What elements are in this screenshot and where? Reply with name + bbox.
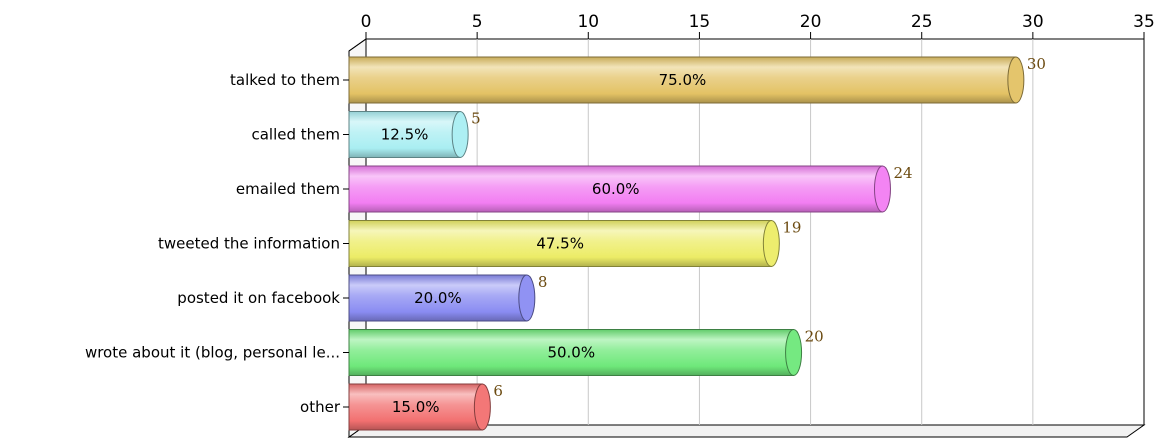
- category-label: posted it on facebook: [177, 289, 340, 307]
- bar-percent-label: 12.5%: [381, 126, 429, 144]
- x-tick-label: 30: [1022, 12, 1044, 32]
- bar-group: 12.5% 5: [348, 110, 481, 158]
- bar-value-label: 24: [893, 164, 912, 182]
- category-label: other: [300, 398, 341, 416]
- plot-top-edge: [348, 38, 367, 52]
- bar-group: 60.0% 24: [348, 164, 913, 213]
- bar-group: 15.0% 6: [348, 382, 503, 431]
- bar-end-cap: [762, 220, 780, 267]
- bar-group: 20.0% 8: [348, 273, 548, 322]
- bar-value-label: 6: [493, 382, 503, 400]
- x-tick-label: 5: [472, 12, 483, 32]
- bars: 75.0% 30 12.5% 5 60.0% 24 47.5% 19 20.0% 8 50.0% 20…: [348, 55, 1046, 431]
- bar-value-label: 19: [782, 219, 801, 237]
- bar: [348, 165, 883, 213]
- x-axis: 0 5 10 15 20 25 30 35: [361, 12, 1155, 39]
- x-tick-label: 0: [361, 12, 372, 32]
- bar-end-cap: [785, 329, 803, 376]
- bar-group: 75.0% 30: [348, 55, 1046, 104]
- x-tick-label: 35: [1133, 12, 1155, 32]
- bar: [348, 274, 528, 322]
- bar-percent-label: 60.0%: [592, 180, 640, 198]
- bar-percent-label: 15.0%: [392, 398, 440, 416]
- category-label: talked to them: [230, 71, 340, 89]
- bar-end-cap: [451, 111, 469, 158]
- bar-percent-label: 50.0%: [547, 344, 595, 362]
- bar-end-cap: [1007, 56, 1025, 104]
- category-label: tweeted the information: [158, 235, 340, 253]
- x-tick-label: 20: [800, 12, 822, 32]
- bar-end-cap: [473, 383, 491, 431]
- bar-value-label: 8: [538, 273, 548, 291]
- bar-value-label: 5: [471, 110, 481, 128]
- category-label: called them: [251, 126, 340, 144]
- bar-end-cap: [873, 165, 891, 213]
- bar-value-label: 20: [805, 328, 824, 346]
- category-label: emailed them: [236, 180, 340, 198]
- x-tick-label: 10: [577, 12, 599, 32]
- bar-group: 47.5% 19: [348, 219, 801, 267]
- x-tick-label: 15: [689, 12, 711, 32]
- x-tick-label: 25: [911, 12, 933, 32]
- bar-group: 50.0% 20: [348, 328, 824, 376]
- bar-end-cap: [518, 274, 536, 322]
- bar-value-label: 30: [1027, 55, 1046, 73]
- y-axis: talked to them called them emailed them twe…: [85, 71, 349, 416]
- bar: [348, 383, 483, 431]
- bar: [348, 56, 1017, 104]
- bar: [348, 220, 772, 267]
- bar: [348, 329, 795, 376]
- category-label: wrote about it (blog, personal le...: [85, 344, 340, 362]
- bar-percent-label: 75.0%: [659, 71, 707, 89]
- bar-percent-label: 20.0%: [414, 289, 462, 307]
- bar-percent-label: 47.5%: [536, 235, 584, 253]
